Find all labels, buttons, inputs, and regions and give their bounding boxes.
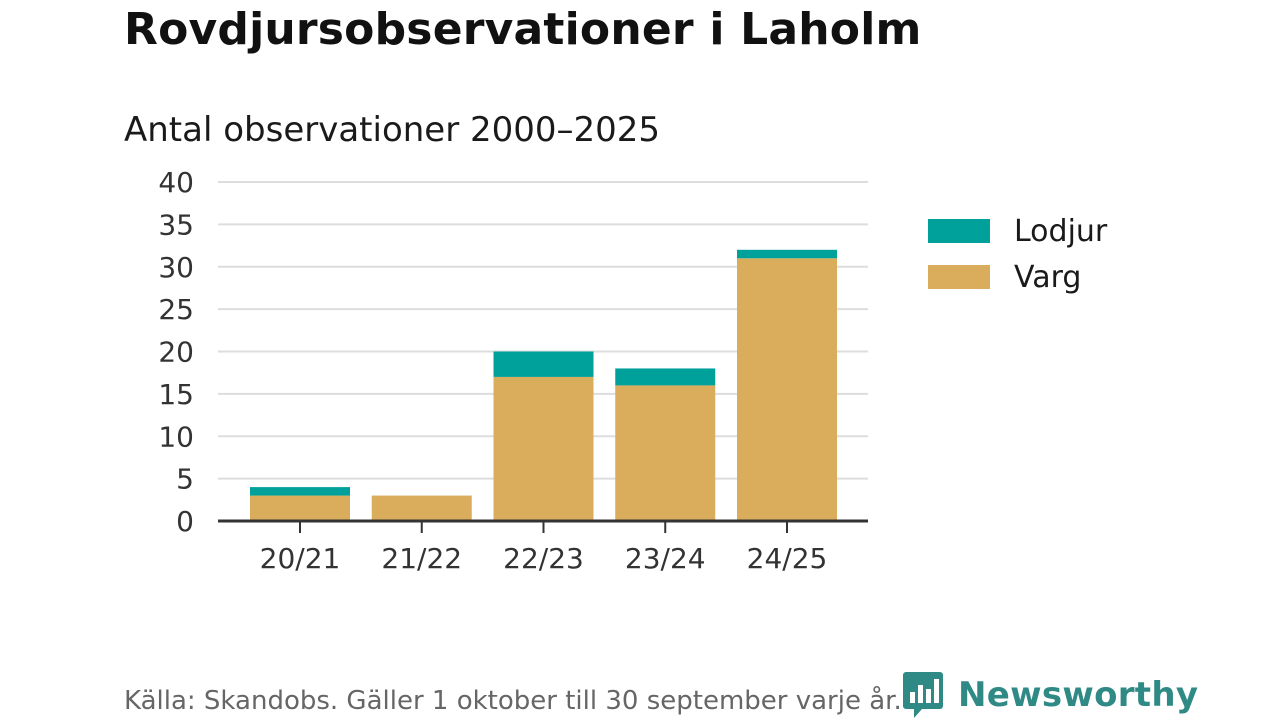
y-tick-label-40: 40	[158, 166, 194, 199]
bar-varg-20/21	[250, 495, 350, 521]
bar-varg-22/23	[493, 376, 594, 521]
bar-lodjur-23/24	[615, 368, 716, 386]
chart-title: Rovdjursobservationer i Laholm	[124, 4, 922, 55]
legend-label-lodjur: Lodjur	[1014, 213, 1108, 249]
bar-varg-23/24	[615, 385, 716, 521]
x-tick-label-24/25: 24/25	[747, 542, 828, 575]
y-tick-label-20: 20	[158, 336, 194, 369]
bar-lodjur-20/21	[250, 487, 350, 496]
bar-lodjur-22/23	[493, 351, 594, 377]
bar-chart-speech-bubble-icon	[903, 672, 943, 718]
y-tick-label-25: 25	[158, 293, 194, 326]
x-tick-label-23/24: 23/24	[625, 542, 706, 575]
y-tick-label-35: 35	[158, 208, 194, 241]
y-tick-label-0: 0	[176, 505, 194, 538]
legend-label-varg: Varg	[1014, 259, 1082, 295]
legend-item-lodjur: Lodjur	[928, 208, 1107, 254]
legend: Lodjur Varg	[928, 208, 1107, 300]
brand-name: Newsworthy	[958, 675, 1199, 715]
chart-subtitle: Antal observationer 2000–2025	[124, 110, 661, 150]
x-tick-label-21/22: 21/22	[381, 542, 462, 575]
source-note: Källa: Skandobs. Gäller 1 oktober till 3…	[124, 686, 902, 716]
x-tick-label-20/21: 20/21	[260, 542, 341, 575]
legend-item-varg: Varg	[928, 254, 1107, 300]
y-tick-label-5: 5	[176, 463, 194, 496]
bar-varg-24/25	[737, 258, 837, 521]
legend-swatch-lodjur	[928, 219, 990, 243]
bar-varg-21/22	[371, 495, 472, 521]
legend-swatch-varg	[928, 265, 990, 289]
brand-logo: Newsworthy	[902, 670, 1198, 720]
x-tick-label-22/23: 22/23	[503, 542, 584, 575]
y-tick-label-30: 30	[158, 251, 194, 284]
y-tick-label-15: 15	[158, 378, 194, 411]
y-tick-label-10: 10	[158, 420, 194, 453]
bar-lodjur-24/25	[737, 249, 837, 259]
